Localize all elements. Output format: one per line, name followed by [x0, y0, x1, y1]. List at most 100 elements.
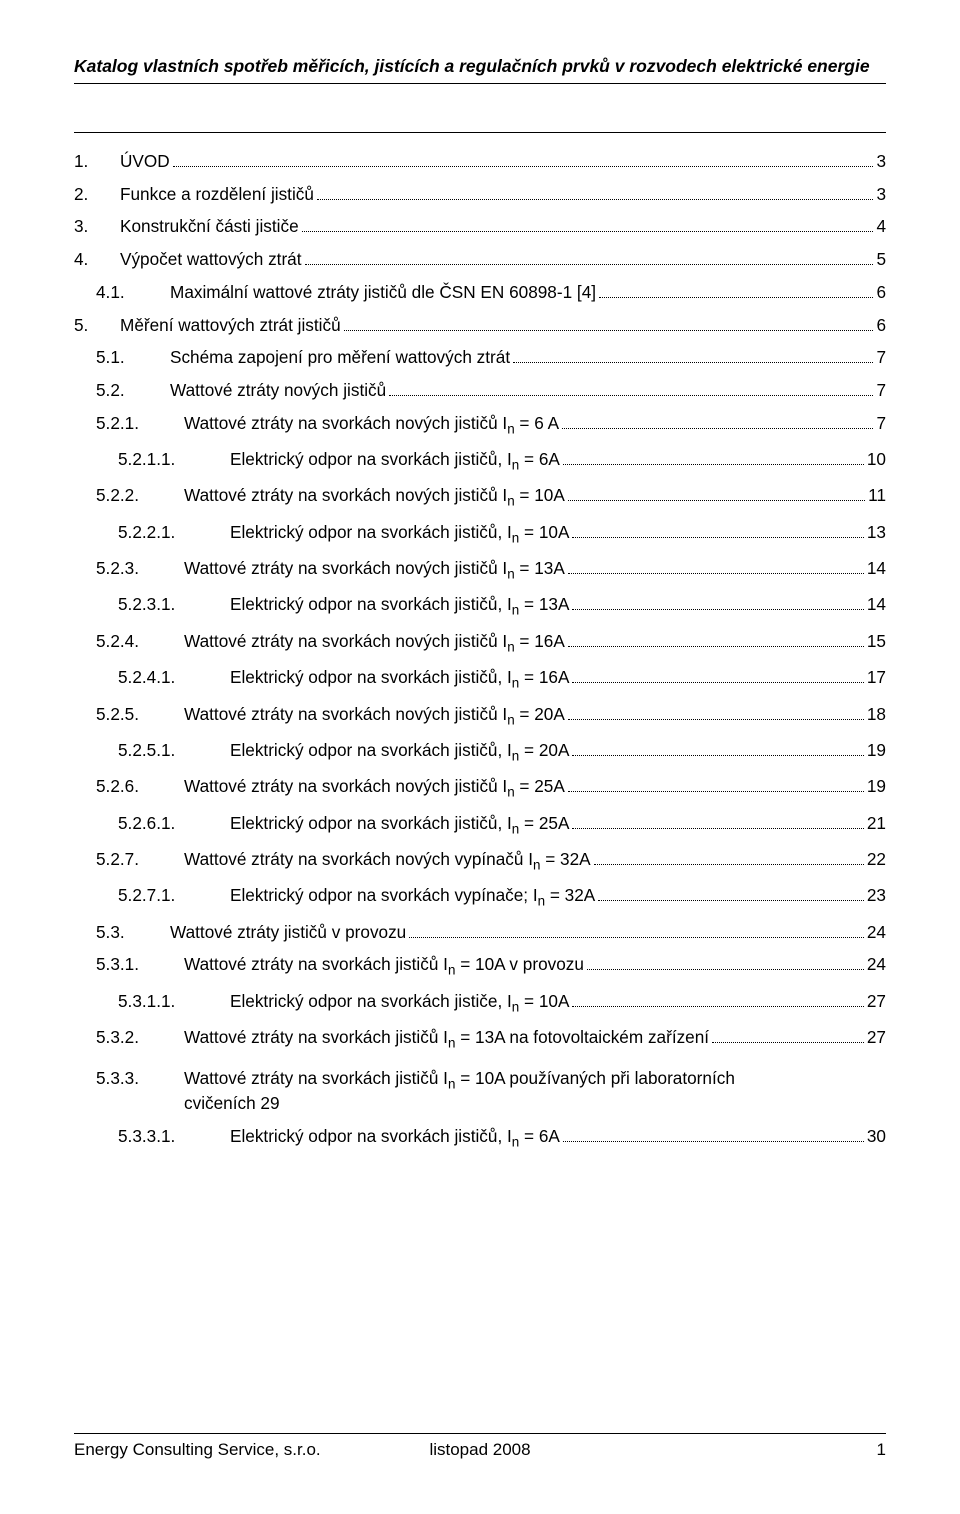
toc-entry: 5.Měření wattových ztrát jističů6 [74, 317, 886, 334]
toc-leader-dots [568, 646, 864, 647]
toc-leader-dots [563, 1141, 864, 1142]
toc-page: 17 [867, 669, 886, 686]
toc-number: 3. [74, 218, 120, 235]
toc-entry: 5.2.4.1.Elektrický odpor na svorkách jis… [74, 669, 886, 690]
toc-page: 21 [867, 815, 886, 832]
toc-leader-dots [572, 1006, 863, 1007]
toc-leader-dots [305, 264, 874, 265]
toc-title: Wattové ztráty na svorkách jističů In = … [184, 1029, 709, 1050]
footer-rule [74, 1433, 886, 1434]
toc-number: 5.2.6. [96, 778, 184, 795]
toc-number: 5.3.3.1. [118, 1128, 230, 1145]
toc-title: Wattové ztráty nových jističů [170, 382, 386, 399]
toc-title: Konstrukční části jističe [120, 218, 299, 235]
toc-number: 4.1. [96, 284, 170, 301]
toc-title: Schéma zapojení pro měření wattových ztr… [170, 349, 510, 366]
toc-entry: 5.2.5.1.Elektrický odpor na svorkách jis… [74, 742, 886, 763]
toc-page: 24 [867, 924, 886, 941]
toc-title: Funkce a rozdělení jističů [120, 186, 314, 203]
toc-number: 5.2.3.1. [118, 596, 230, 613]
toc-entry: 5.2.5.Wattové ztráty na svorkách nových … [74, 706, 886, 727]
toc-page: 3 [876, 186, 886, 203]
toc-number: 5.2. [96, 382, 170, 399]
toc-leader-dots [562, 428, 873, 429]
toc-entry: 5.3.3.1.Elektrický odpor na svorkách jis… [74, 1128, 886, 1149]
toc-title: Elektrický odpor na svorkách jističů, In… [230, 1128, 560, 1149]
toc-title: ÚVOD [120, 153, 170, 170]
page-header-title: Katalog vlastních spotřeb měřicích, jist… [74, 56, 886, 83]
toc-number: 5.2.1.1. [118, 451, 230, 468]
toc-leader-dots [598, 900, 864, 901]
toc-page: 24 [867, 956, 886, 973]
toc-page: 19 [867, 742, 886, 759]
toc-entry: 5.2.7.1.Elektrický odpor na svorkách vyp… [74, 887, 886, 908]
toc-page: 27 [867, 1029, 886, 1046]
toc-title: Wattové ztráty na svorkách nových jistič… [184, 633, 565, 654]
toc-leader-dots [389, 395, 873, 396]
toc-number: 5.3.3. [96, 1070, 184, 1087]
toc-entry: 5.3.1.Wattové ztráty na svorkách jističů… [74, 956, 886, 977]
toc-leader-dots [594, 864, 864, 865]
toc-leader-dots [173, 166, 874, 167]
toc-page: 7 [876, 415, 886, 432]
toc-leader-dots [587, 969, 864, 970]
toc-page: 5 [876, 251, 886, 268]
toc-entry: 5.3.1.1.Elektrický odpor na svorkách jis… [74, 993, 886, 1014]
toc-number: 5.2.5. [96, 706, 184, 723]
toc-page: 10 [867, 451, 886, 468]
toc-title: Elektrický odpor na svorkách jističů, In… [230, 742, 569, 763]
toc-title: Elektrický odpor na svorkách jističů, In… [230, 596, 569, 617]
toc-entry: 3.Konstrukční části jističe4 [74, 218, 886, 235]
toc-leader-dots [599, 297, 873, 298]
toc-leader-dots [572, 828, 863, 829]
toc-page: 6 [876, 284, 886, 301]
toc-leader-dots [572, 682, 863, 683]
toc-entry: 5.2.2.1.Elektrický odpor na svorkách jis… [74, 524, 886, 545]
footer-page-number: 1 [615, 1440, 886, 1460]
toc-title: Wattové ztráty na svorkách nových jistič… [184, 560, 565, 581]
toc-page: 7 [876, 382, 886, 399]
toc-title: Wattové ztráty na svorkách nových jistič… [184, 706, 565, 727]
toc-entry: 5.3.2.Wattové ztráty na svorkách jističů… [74, 1029, 886, 1050]
toc-leader-dots [317, 199, 874, 200]
table-of-contents: 1.ÚVOD 32.Funkce a rozdělení jističů 3 3.Ko… [74, 153, 886, 1149]
toc-number: 5.3. [96, 924, 170, 941]
toc-leader-dots [568, 719, 864, 720]
toc-page: 19 [867, 778, 886, 795]
top-rule [74, 132, 886, 133]
toc-leader-dots [302, 231, 874, 232]
toc-number: 2. [74, 186, 120, 203]
toc-title: Wattové ztráty na svorkách jističů In = … [184, 1070, 735, 1091]
toc-page: 18 [867, 706, 886, 723]
toc-leader-dots [568, 500, 865, 501]
toc-page: 30 [867, 1128, 886, 1145]
toc-entry: 5.2.7.Wattové ztráty na svorkách nových … [74, 851, 886, 872]
toc-entry: 5.2.4.Wattové ztráty na svorkách nových … [74, 633, 886, 654]
toc-leader-dots [568, 791, 864, 792]
toc-entry: 2.Funkce a rozdělení jističů 3 [74, 186, 886, 203]
toc-title: Wattové ztráty jističů v provozu [170, 924, 406, 941]
toc-entry: 5.2.6.Wattové ztráty na svorkách nových … [74, 778, 886, 799]
toc-entry: 5.3.3.Wattové ztráty na svorkách jističů… [74, 1070, 886, 1091]
toc-number: 5. [74, 317, 120, 334]
toc-number: 5.2.4.1. [118, 669, 230, 686]
toc-number: 5.2.6.1. [118, 815, 230, 832]
toc-title: Elektrický odpor na svorkách jističů, In… [230, 524, 569, 545]
toc-entry: 4.Výpočet wattových ztrát5 [74, 251, 886, 268]
toc-title: Wattové ztráty na svorkách nových jistič… [184, 487, 565, 508]
toc-leader-dots [572, 609, 863, 610]
toc-entry: 5.2.3.Wattové ztráty na svorkách nových … [74, 560, 886, 581]
toc-entry: 5.2.3.1.Elektrický odpor na svorkách jis… [74, 596, 886, 617]
toc-number: 5.2.2.1. [118, 524, 230, 541]
footer-company: Energy Consulting Service, s.r.o. [74, 1440, 345, 1460]
toc-number: 1. [74, 153, 120, 170]
page-footer: Energy Consulting Service, s.r.o. listop… [74, 1433, 886, 1460]
toc-entry: 5.2.2.Wattové ztráty na svorkách nových … [74, 487, 886, 508]
toc-title: Elektrický odpor na svorkách jističů, In… [230, 815, 569, 836]
toc-title: Měření wattových ztrát jističů [120, 317, 341, 334]
toc-entry: 5.2.1.1.Elektrický odpor na svorkách jis… [74, 451, 886, 472]
toc-entry: 4.1.Maximální wattové ztráty jističů dle… [74, 284, 886, 301]
toc-leader-dots [563, 464, 864, 465]
toc-page: 23 [867, 887, 886, 904]
toc-title: Elektrický odpor na svorkách jističů, In… [230, 669, 569, 690]
